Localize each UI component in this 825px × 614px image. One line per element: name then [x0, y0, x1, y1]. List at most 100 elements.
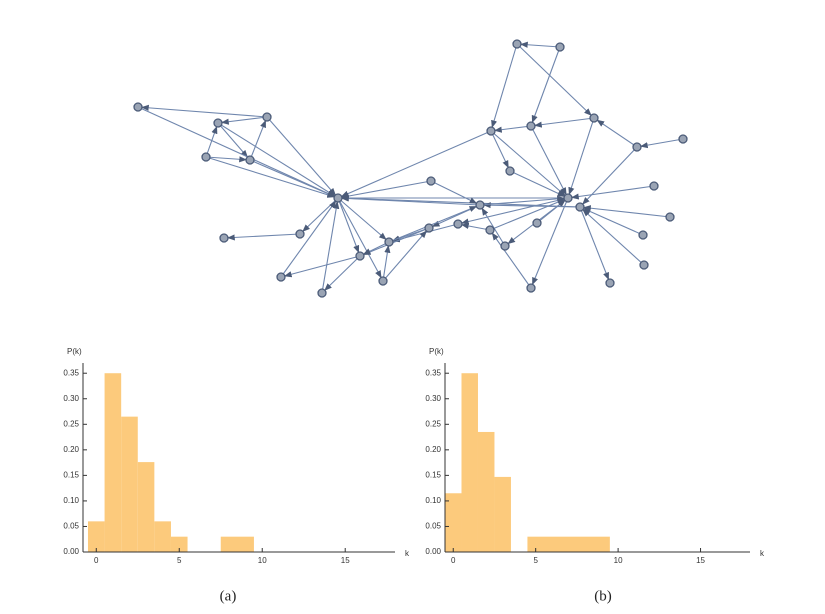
bar — [154, 521, 171, 552]
edge — [337, 130, 492, 199]
node — [563, 193, 573, 203]
x-axis-label: k — [760, 549, 765, 558]
x-tick-label: 15 — [341, 556, 350, 565]
edge — [516, 43, 595, 119]
edge — [530, 46, 561, 127]
node — [589, 113, 599, 123]
edge — [567, 117, 595, 199]
node — [632, 142, 642, 152]
edge — [249, 116, 268, 161]
edge — [205, 156, 251, 163]
y-tick-label: 0.10 — [63, 496, 79, 505]
node — [424, 223, 434, 233]
bar — [170, 536, 188, 552]
node — [512, 39, 522, 49]
edge — [137, 104, 268, 118]
edge — [249, 159, 339, 199]
x-tick-label: 5 — [533, 556, 538, 565]
node — [526, 121, 536, 131]
x-tick-label: 0 — [94, 556, 99, 565]
edge — [205, 122, 219, 158]
bar — [494, 476, 511, 552]
node — [276, 272, 286, 282]
y-tick-label: 0.00 — [425, 547, 441, 556]
edge — [490, 130, 511, 172]
edge — [321, 255, 361, 294]
edge — [579, 206, 644, 236]
node — [575, 202, 585, 212]
node — [638, 230, 648, 240]
node — [378, 276, 388, 286]
node — [500, 241, 510, 251]
bar — [87, 521, 105, 552]
node — [355, 251, 365, 261]
y-tick-label: 0.20 — [63, 445, 79, 454]
node — [555, 42, 565, 52]
y-tick-label: 0.05 — [63, 522, 79, 531]
x-tick-label: 5 — [177, 556, 182, 565]
node — [133, 102, 143, 112]
edge — [479, 202, 581, 209]
edge — [636, 138, 684, 149]
y-tick-label: 0.25 — [425, 419, 441, 428]
y-tick-label: 0.25 — [63, 419, 79, 428]
x-tick-label: 10 — [614, 556, 623, 565]
edge — [457, 222, 491, 231]
y-tick-label: 0.20 — [425, 445, 441, 454]
edge — [530, 197, 569, 289]
node — [605, 278, 615, 288]
node — [333, 193, 343, 203]
node — [295, 229, 305, 239]
y-tick-label: 0.35 — [63, 368, 79, 377]
node — [201, 152, 211, 162]
node — [505, 166, 515, 176]
node — [485, 225, 495, 235]
edge — [509, 170, 569, 199]
edge — [217, 116, 268, 125]
bar — [137, 462, 155, 552]
histograms: 0.00 0.05 0.10 0.15 0.20 0.25 0.30 0.35 0 5 10 15 k P… — [63, 347, 765, 604]
y-axis-label: P(k) — [67, 347, 82, 356]
caption: (b) — [594, 588, 612, 604]
x-axis-label: k — [405, 549, 410, 558]
node — [213, 118, 223, 128]
y-axis-label: P(k) — [429, 347, 444, 356]
y-tick-label: 0.35 — [425, 368, 441, 377]
edge — [337, 197, 384, 282]
bar — [445, 493, 462, 552]
edge — [205, 156, 339, 199]
y-tick-label: 0.30 — [425, 394, 441, 403]
edge — [280, 197, 339, 278]
edge — [337, 180, 432, 200]
node — [262, 112, 272, 122]
node — [245, 155, 255, 165]
edge — [516, 41, 561, 48]
x-tick-label: 0 — [451, 556, 456, 565]
edge — [579, 146, 638, 208]
y-tick-label: 0.10 — [425, 496, 441, 505]
edge — [337, 197, 361, 257]
edge — [280, 255, 361, 278]
node — [453, 219, 463, 229]
edge — [489, 229, 532, 289]
edge — [530, 125, 569, 199]
edge — [479, 195, 569, 206]
caption: (a) — [220, 588, 237, 604]
node — [486, 126, 496, 136]
edge — [530, 117, 595, 128]
edge — [457, 197, 569, 225]
y-tick-label: 0.00 — [63, 547, 79, 556]
node — [526, 283, 536, 293]
bar — [121, 416, 138, 552]
edge — [490, 125, 532, 133]
node — [532, 218, 542, 228]
bar — [461, 373, 478, 552]
edge — [489, 197, 569, 231]
edge — [430, 180, 481, 206]
node — [639, 260, 649, 270]
edge — [382, 227, 430, 282]
edge — [223, 233, 301, 241]
bar — [104, 373, 122, 552]
edge — [337, 197, 390, 243]
edge — [388, 223, 459, 243]
